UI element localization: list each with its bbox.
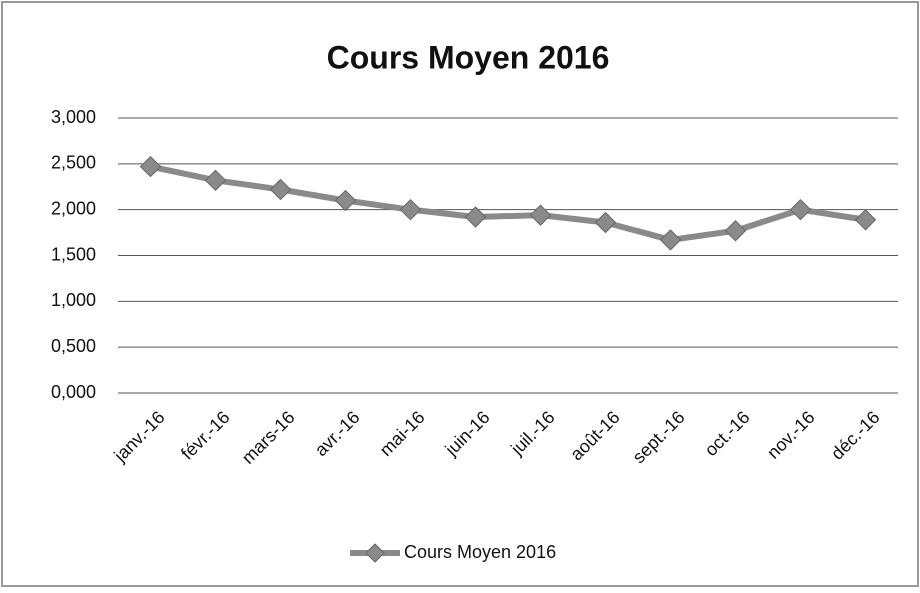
marker: [659, 229, 682, 251]
y-tick-label: 2,000: [51, 198, 96, 218]
y-tick-label: 1,000: [51, 290, 96, 310]
marker: [269, 178, 292, 201]
y-tick-label: 3,000: [51, 107, 96, 127]
marker: [529, 204, 552, 226]
series-line: [149, 163, 866, 243]
marker: [139, 155, 162, 178]
marker: [854, 209, 877, 231]
y-tick-label: 2,500: [51, 153, 96, 173]
marker: [334, 189, 357, 212]
marker: [464, 206, 487, 228]
y-tick-label: 0,500: [51, 336, 96, 356]
y-tick-label: 1,500: [51, 244, 96, 264]
legend-marker: [365, 543, 385, 563]
chart-title: Cours Moyen 2016: [327, 39, 610, 75]
marker: [594, 211, 617, 234]
marker: [789, 198, 812, 221]
marker: [399, 198, 422, 221]
marker: [724, 220, 747, 242]
y-tick-label: 0,000: [51, 382, 96, 402]
marker: [204, 169, 227, 192]
legend-label: Cours Moyen 2016: [404, 542, 556, 562]
